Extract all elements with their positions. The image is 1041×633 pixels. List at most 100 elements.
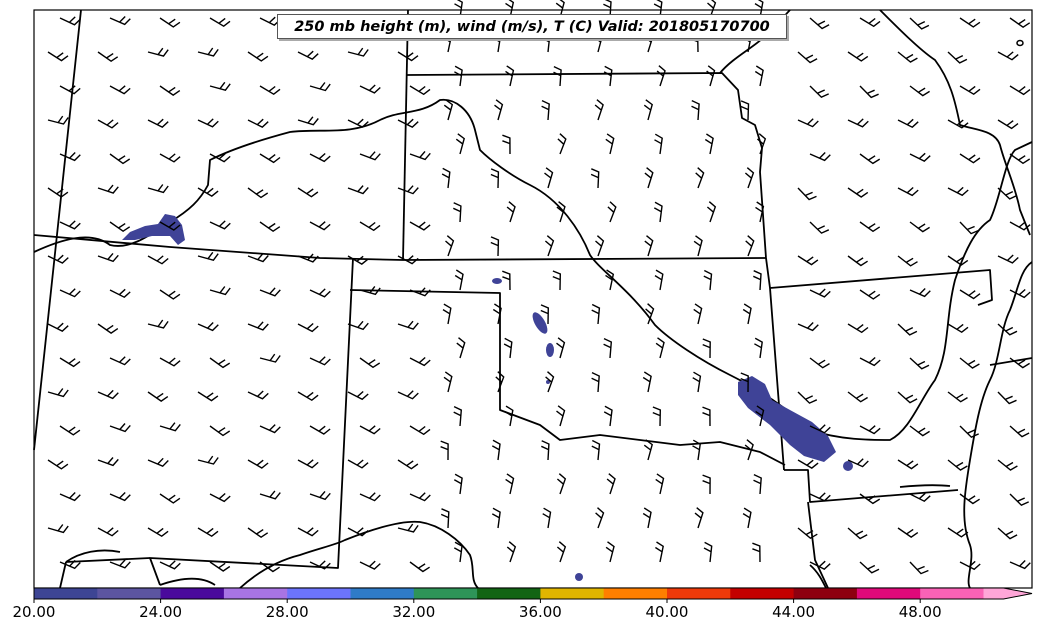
wind-barb	[859, 85, 879, 99]
wind-barb	[552, 270, 562, 291]
colorbar-tick-label: 48.00	[898, 603, 942, 621]
wind-barb	[594, 99, 604, 121]
wind-barb	[247, 187, 269, 199]
wind-barb	[409, 425, 431, 436]
wind-barb	[605, 269, 615, 291]
wind-barb	[595, 507, 605, 529]
wind-barb	[259, 287, 281, 297]
wind-barb	[109, 356, 131, 366]
wind-barb	[97, 527, 119, 537]
wind-barb	[454, 65, 463, 87]
wind-barb	[109, 559, 131, 569]
colorbar-outline	[33, 587, 1033, 600]
wind-barb	[109, 153, 131, 165]
colorbar-tick-label: 36.00	[518, 603, 562, 621]
wind-barb	[691, 99, 700, 121]
wind-barb	[259, 85, 281, 96]
wind-barb	[959, 560, 981, 571]
wind-barb	[1009, 85, 1031, 96]
colorbar-swatch	[34, 588, 98, 599]
wind-barb	[947, 323, 969, 334]
wind-barb	[1009, 425, 1030, 438]
wind-barb	[159, 422, 181, 432]
wind-barb	[754, 337, 763, 359]
wind-barb	[347, 118, 369, 128]
wind-barb	[797, 51, 818, 64]
wind-barb	[997, 187, 1018, 200]
wind-barb	[541, 99, 550, 121]
wind-barb	[897, 323, 918, 336]
wind-barb	[704, 133, 714, 155]
wind-barb	[59, 425, 81, 436]
wind-barb	[959, 153, 981, 164]
wind-barb	[503, 337, 513, 359]
wind-barb	[847, 323, 869, 334]
colorbar-tick-label: 20.00	[12, 603, 56, 621]
wind-barb	[959, 493, 980, 505]
wind-barb	[197, 527, 219, 538]
wind-barb	[756, 133, 767, 155]
wind-barb	[453, 541, 463, 563]
wind-barb	[897, 459, 919, 470]
wind-barb	[556, 201, 566, 223]
wind-barb	[909, 425, 930, 437]
wind-barb	[59, 559, 81, 570]
wind-barb	[147, 118, 169, 128]
wind-barb	[997, 527, 1018, 540]
wind-barb	[656, 65, 666, 87]
colorbar-swatch	[97, 588, 162, 599]
wind-barb	[847, 51, 869, 62]
wind-barb	[1009, 493, 1029, 507]
wind-barb	[309, 152, 331, 163]
wind-barb	[809, 152, 831, 162]
wind-barb	[502, 270, 511, 291]
wind-barb	[147, 319, 169, 329]
wind-barb	[703, 269, 713, 291]
wind-barb	[259, 490, 281, 500]
colorbar-swatch	[983, 588, 1032, 599]
wind-barb	[147, 527, 169, 538]
wind-barb	[959, 17, 981, 28]
wind-barb	[209, 561, 231, 572]
wind-barb	[847, 118, 869, 128]
wind-barb	[159, 85, 181, 96]
wind-barb	[590, 168, 600, 189]
colorbar-tick-label: 40.00	[645, 603, 689, 621]
wind-barb	[997, 459, 1018, 471]
colorbar-swatch	[350, 588, 415, 599]
wind-barb	[505, 0, 515, 19]
wind-barb	[59, 357, 81, 368]
wind-barb	[603, 337, 613, 359]
wind-barb	[453, 405, 463, 427]
wind-barb	[97, 184, 119, 194]
wind-barb	[545, 371, 555, 393]
wind-barb	[259, 153, 281, 164]
wind-barb	[397, 459, 419, 470]
wind-barb	[859, 561, 880, 574]
wind-barb	[959, 357, 980, 369]
wind-barb	[909, 221, 930, 233]
wind-barb	[644, 235, 654, 257]
wind-barb	[553, 65, 562, 87]
wind-barb	[909, 561, 929, 575]
wind-barb	[506, 541, 517, 563]
wind-barb	[309, 490, 331, 501]
wind-barb	[642, 371, 652, 393]
wind-barb	[654, 133, 663, 155]
wind-barb	[809, 357, 830, 369]
wind-barb	[959, 221, 979, 235]
colorbar-swatch	[413, 588, 478, 599]
wind-barb	[605, 541, 615, 563]
wind-barb	[505, 473, 515, 495]
wind-barb	[740, 372, 749, 393]
wind-barb	[97, 389, 119, 400]
wind-barb	[706, 201, 717, 223]
wind-barb	[557, 133, 567, 155]
wind-barb	[959, 425, 979, 439]
wind-barb	[506, 201, 516, 223]
wind-barb	[752, 542, 761, 563]
colorbar-swatch	[477, 588, 541, 599]
wind-barb	[397, 523, 419, 533]
wind-barb	[47, 51, 69, 62]
